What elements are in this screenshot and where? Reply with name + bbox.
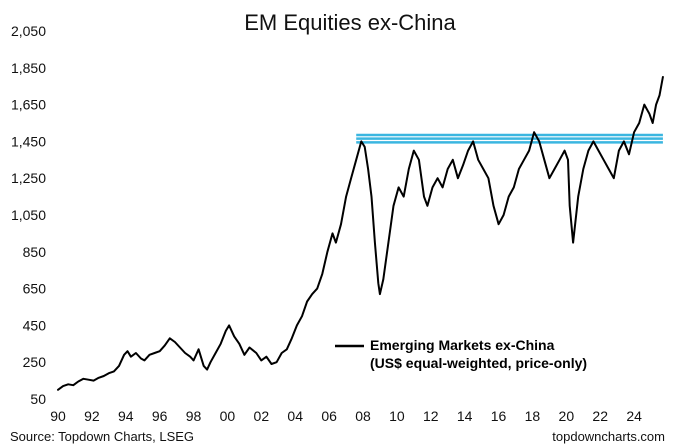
y-axis: 50 250 450 650 850 1,050 1,250 1,450 1,650 1,850 2… bbox=[11, 23, 46, 407]
x-tick-label: 24 bbox=[626, 408, 642, 424]
series-line bbox=[57, 76, 664, 391]
y-tick-label: 250 bbox=[23, 354, 47, 370]
x-tick-label: 02 bbox=[254, 408, 270, 424]
legend-line-2: (US$ equal-weighted, price-only) bbox=[370, 355, 587, 371]
x-tick-label: 22 bbox=[592, 408, 608, 424]
x-tick-label: 00 bbox=[220, 408, 236, 424]
y-tick-label: 1,850 bbox=[11, 60, 46, 76]
legend: Emerging Markets ex-China (US$ equal-wei… bbox=[335, 337, 587, 371]
x-tick-label: 98 bbox=[186, 408, 202, 424]
y-tick-label: 2,050 bbox=[11, 23, 46, 39]
footer-site: topdowncharts.com bbox=[552, 429, 665, 444]
y-tick-label: 450 bbox=[23, 317, 47, 333]
y-tick-label: 850 bbox=[23, 244, 47, 260]
x-tick-label: 08 bbox=[355, 408, 371, 424]
x-tick-label: 20 bbox=[559, 408, 575, 424]
y-tick-label: 1,250 bbox=[11, 170, 46, 186]
x-tick-label: 12 bbox=[423, 408, 439, 424]
y-tick-label: 1,050 bbox=[11, 207, 46, 223]
x-tick-label: 92 bbox=[84, 408, 100, 424]
x-axis: 90 92 94 96 98 00 02 04 06 08 10 12 14 16 18 20 22 24 bbox=[50, 408, 642, 424]
x-tick-label: 04 bbox=[287, 408, 303, 424]
x-tick-label: 16 bbox=[491, 408, 507, 424]
footer-source: Source: Topdown Charts, LSEG bbox=[10, 429, 194, 444]
chart-title: EM Equities ex-China bbox=[244, 10, 456, 35]
x-tick-label: 90 bbox=[50, 408, 66, 424]
reference-band bbox=[356, 133, 663, 144]
x-tick-label: 14 bbox=[457, 408, 473, 424]
y-tick-label: 50 bbox=[30, 391, 46, 407]
y-tick-label: 1,650 bbox=[11, 97, 46, 113]
x-tick-label: 10 bbox=[389, 408, 405, 424]
x-tick-label: 96 bbox=[152, 408, 168, 424]
legend-line-1: Emerging Markets ex-China bbox=[370, 337, 555, 353]
y-tick-label: 650 bbox=[23, 281, 47, 297]
y-tick-label: 1,450 bbox=[11, 133, 46, 149]
x-tick-label: 06 bbox=[321, 408, 337, 424]
series-lines bbox=[57, 76, 664, 391]
x-tick-label: 18 bbox=[525, 408, 541, 424]
x-tick-label: 94 bbox=[118, 408, 134, 424]
